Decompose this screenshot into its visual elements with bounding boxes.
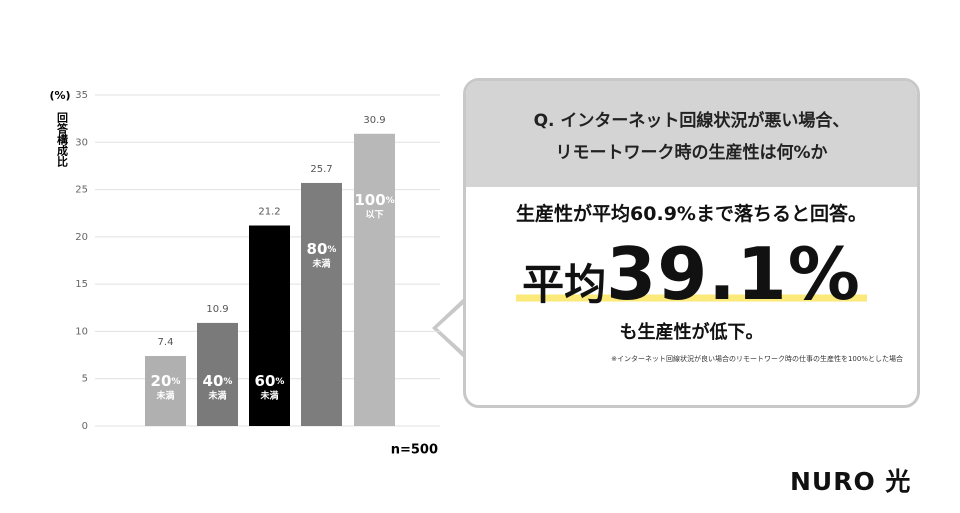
y-tick-label: 30 — [75, 137, 88, 148]
category-unit: % — [386, 195, 395, 205]
y-tick-label: 25 — [75, 185, 88, 196]
value-label: 7.4 — [158, 337, 174, 348]
headline-prefix: 平均 — [522, 260, 607, 309]
category-sub: 未満 — [259, 390, 278, 402]
category-unit: % — [223, 377, 232, 387]
category-number: 40 — [203, 372, 224, 390]
category-number: 60 — [255, 372, 276, 390]
category-sub: 未満 — [207, 390, 226, 402]
category-number: 100 — [354, 190, 385, 208]
footnote: ※インターネット回線状況が良い場合のリモートワーク時の仕事の生産性を100%とし… — [611, 355, 903, 363]
y-tick-label: 15 — [75, 279, 88, 290]
category-label: 60% — [255, 372, 285, 390]
sample-size: n=500 — [391, 443, 438, 458]
lead: 生産性が平均60.9%まで落ちると回答。 — [516, 203, 867, 225]
bar — [249, 225, 290, 426]
category-sub: 以下 — [365, 209, 383, 220]
highlight: 平均39.1% — [516, 232, 867, 316]
y-tick-label: 20 — [75, 232, 88, 243]
headline-value: 39.1% — [606, 232, 861, 316]
category-sub: 未満 — [155, 390, 174, 402]
value-label: 25.7 — [310, 164, 332, 175]
category-unit: % — [171, 377, 180, 387]
bar — [354, 133, 395, 426]
y-axis-label: 回答構成比 — [56, 111, 69, 168]
question: Q. インターネット回線状況が悪い場合、 リモートワーク時の生産性は何%か — [466, 81, 917, 187]
category-sub: 未満 — [311, 257, 330, 269]
category-unit: % — [275, 377, 284, 387]
question-line: リモートワーク時の生産性は何%か — [555, 143, 828, 163]
category-unit: % — [327, 244, 336, 254]
bar — [301, 182, 342, 426]
y-tick-label: 35 — [75, 90, 88, 101]
callout: Q. インターネット回線状況が悪い場合、 リモートワーク時の生産性は何%か 生産… — [463, 78, 920, 408]
category-label: 100% — [354, 190, 394, 208]
category-number: 80 — [307, 239, 328, 257]
value-label: 30.9 — [363, 115, 385, 126]
y-axis-unit: (%) — [49, 89, 70, 102]
y-tick-label: 5 — [82, 374, 88, 385]
bar — [197, 322, 238, 426]
question-line: Q. インターネット回線状況が悪い場合、 — [533, 111, 850, 131]
tail: も生産性が低下。 — [619, 322, 764, 343]
category-number: 20 — [151, 372, 172, 390]
headline: 平均39.1% — [466, 232, 917, 316]
y-tick-label: 0 — [82, 421, 88, 432]
bar — [145, 356, 186, 426]
category-label: 40% — [203, 372, 233, 390]
logo: NURO 光 — [790, 467, 912, 496]
category-label: 20% — [151, 372, 181, 390]
callout-pointer-fill — [437, 300, 468, 356]
value-label: 10.9 — [206, 304, 228, 315]
category-label: 80% — [307, 239, 337, 257]
y-tick-label: 10 — [75, 326, 88, 337]
value-label: 21.2 — [258, 207, 280, 218]
